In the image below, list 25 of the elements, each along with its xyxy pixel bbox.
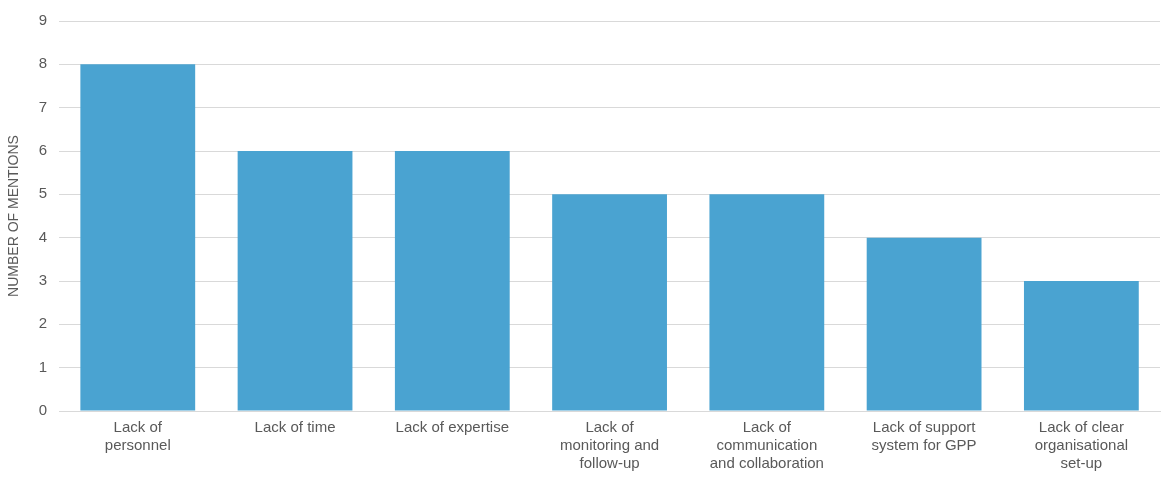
- y-tick-label: 5: [38, 184, 48, 202]
- x-tick-label: Lack of support system for GPP: [871, 418, 977, 454]
- bar: [1023, 281, 1139, 411]
- x-tick-label: Lack of monitoring and follow-up: [559, 418, 660, 472]
- bar: [394, 151, 510, 411]
- x-tick-label: Lack of expertise: [395, 418, 510, 436]
- x-tick-label: Lack of personnel: [104, 418, 171, 454]
- bar: [237, 151, 353, 411]
- bar: [80, 64, 196, 411]
- y-tick-label: 3: [38, 271, 48, 289]
- y-tick-label: 9: [38, 11, 48, 29]
- y-tick-label: 1: [38, 357, 48, 375]
- x-tick-label: Lack of clear organisational set-up: [1034, 418, 1129, 472]
- bar: [866, 237, 982, 411]
- y-axis-title: NUMBER OF MENTIONS: [5, 135, 22, 297]
- y-tick-label: 4: [38, 227, 48, 245]
- y-tick-label: 6: [38, 141, 48, 159]
- y-tick-label: 2: [38, 314, 48, 332]
- bar: [709, 194, 825, 411]
- y-tick-label: 0: [38, 401, 48, 419]
- x-tick-label: Lack of communication and collaboration: [709, 418, 824, 472]
- y-tick-label: 7: [38, 97, 48, 115]
- y-tick-label: 8: [38, 54, 48, 72]
- x-tick-label: Lack of time: [254, 418, 336, 436]
- bar: [552, 194, 667, 411]
